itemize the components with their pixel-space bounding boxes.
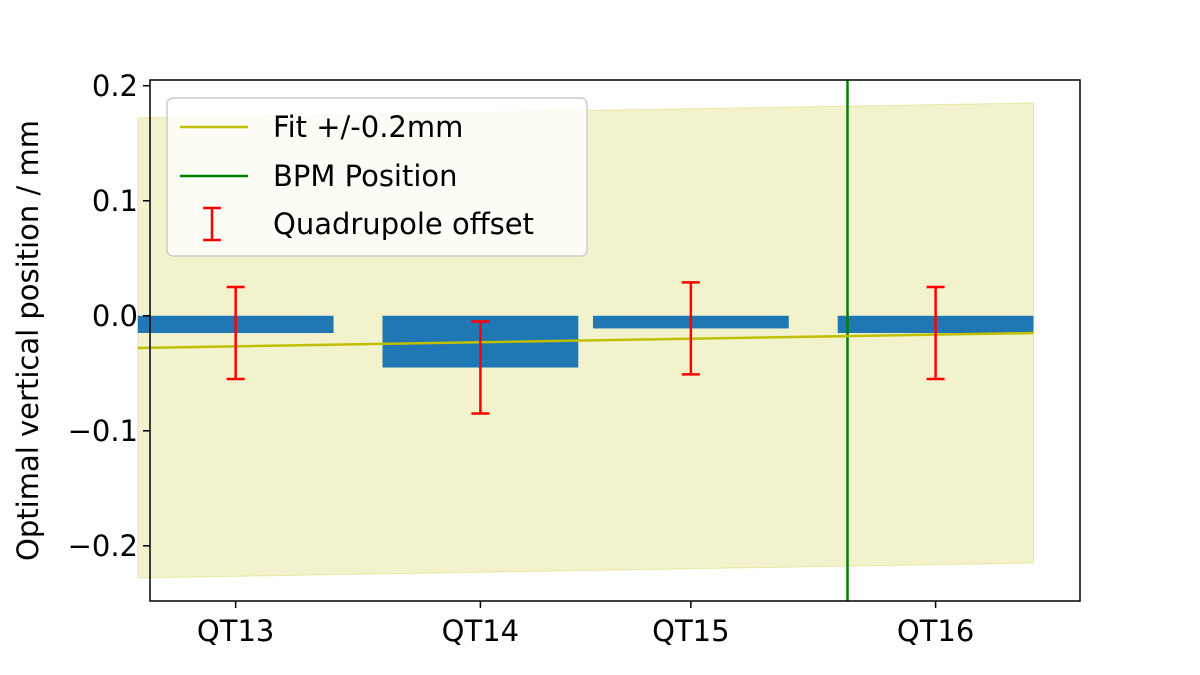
errorbar-layer (226, 281, 945, 415)
legend-label: Quadrupole offset (273, 207, 534, 241)
legend: Fit +/-0.2mm BPM Position Quadrupole offse… (166, 97, 588, 257)
y-axis: 0.2 0.1 0.0 −0.1 −0.2 (68, 69, 150, 563)
x-tick-label: QT13 (197, 614, 274, 648)
y-tick-label: 0.0 (92, 299, 138, 333)
plot-frame (149, 79, 1081, 602)
legend-entry: BPM Position (180, 159, 458, 193)
fit-layer (137, 331, 1034, 350)
y-tick-label: 0.1 (92, 184, 138, 218)
legend-entry: Fit +/-0.2mm (180, 110, 463, 144)
y-tick-label: −0.2 (68, 529, 138, 563)
errorbar-2 (471, 320, 490, 415)
x-tick-label: QT15 (652, 614, 729, 648)
fit-line (137, 331, 1034, 350)
legend-box (166, 97, 588, 257)
y-tick-label: 0.2 (92, 69, 138, 103)
legend-label: BPM Position (273, 159, 458, 193)
errorbar-1 (226, 285, 245, 381)
y-tick-label: −0.1 (68, 414, 138, 448)
x-axis: QT13 QT14 QT15 QT16 (197, 601, 974, 648)
legend-label: Fit +/-0.2mm (273, 110, 463, 144)
legend-entry: Quadrupole offset (203, 206, 534, 242)
x-tick-label: QT14 (442, 614, 519, 648)
errorbar-4 (926, 285, 945, 381)
x-tick-label: QT16 (897, 614, 974, 648)
y-axis-label: Optimal vertical position / mm (11, 120, 45, 561)
errorbar-3 (681, 281, 700, 376)
